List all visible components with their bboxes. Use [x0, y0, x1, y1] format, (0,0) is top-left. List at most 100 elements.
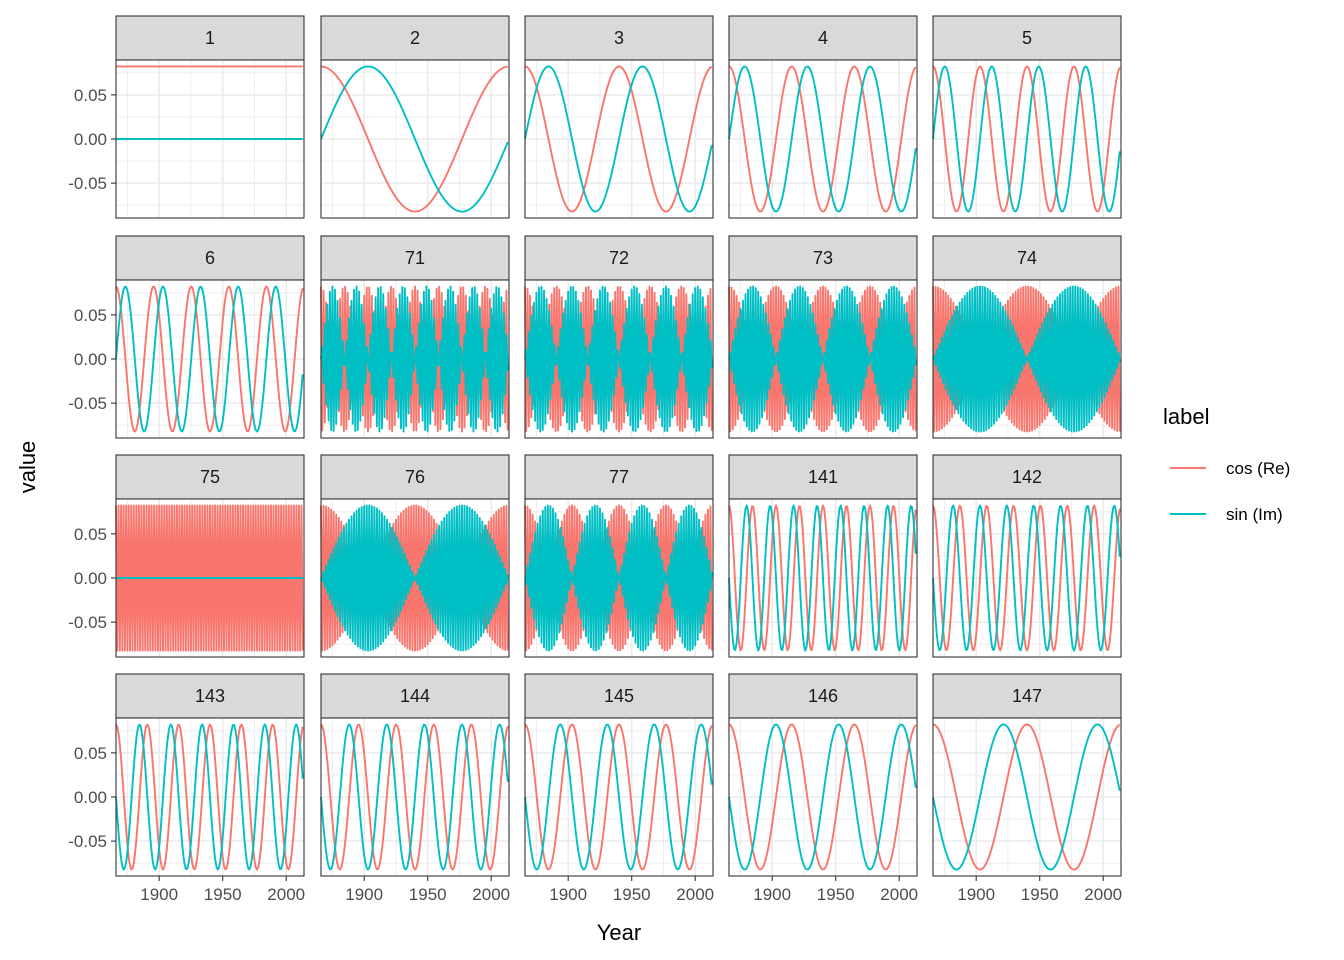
series-line-sin-im [524, 65, 713, 213]
legend-entries: cos (Re) sin (Im) [1170, 459, 1290, 524]
y-tick-label: -0.05 [68, 613, 107, 632]
facet-strip-label: 77 [609, 467, 629, 487]
facet-strip [728, 673, 918, 719]
series-line-sin-im [524, 504, 713, 652]
series-line-cos-re [728, 504, 917, 652]
x-tick-label: 1950 [1021, 885, 1059, 904]
facet-strip-label: 4 [818, 28, 828, 48]
facet-strip-label: 75 [200, 467, 220, 487]
series-line-cos-re [932, 504, 1121, 652]
facet-strip [932, 15, 1122, 61]
x-tick-label: 1900 [957, 885, 995, 904]
series-line-sin-im [728, 285, 917, 433]
facet-strip-label: 74 [1017, 248, 1037, 268]
facet-strip [320, 235, 510, 281]
series-line-cos-re [524, 723, 713, 871]
facet-strip-label: 147 [1012, 686, 1042, 706]
series-line-cos-re [524, 65, 713, 213]
facet-strip [932, 235, 1122, 281]
facet-strip [115, 15, 305, 61]
series-line-sin-im [320, 504, 509, 652]
facet-strip [524, 454, 714, 500]
facet-strip-label: 72 [609, 248, 629, 268]
facet-strip-label: 141 [808, 467, 838, 487]
facet-panels: 1 -0.05 0.00 0.05 2 3 4 5 6 -0.05 0.00 0.05 71 72 73 74… [68, 15, 1122, 904]
panel-border [524, 279, 714, 439]
series-line-sin-im [115, 723, 304, 871]
facet-panel-77: 77 [524, 454, 714, 658]
facet-panel-146: 146 1900 1950 2000 [728, 673, 918, 904]
facet-panel-147: 147 1900 1950 2000 [932, 673, 1122, 904]
series-line-sin-im [320, 65, 509, 213]
legend-entry: cos (Re) [1170, 459, 1290, 478]
series-line-sin-im [728, 504, 917, 652]
facet-strip [932, 454, 1122, 500]
facet-panel-3: 3 [524, 15, 714, 219]
panel-border [728, 717, 918, 877]
x-axis-title: Year [597, 920, 641, 945]
facet-strip-label: 142 [1012, 467, 1042, 487]
y-tick-label: -0.05 [68, 832, 107, 851]
y-axis-title: value [15, 441, 40, 494]
y-tick-label: 0.05 [74, 525, 107, 544]
facet-panel-5: 5 [932, 15, 1122, 219]
y-tick-label: 0.05 [74, 744, 107, 763]
series-line-cos-re [115, 723, 304, 871]
y-tick-label: -0.05 [68, 174, 107, 193]
x-tick-label: 1950 [817, 885, 855, 904]
facet-strip-label: 143 [195, 686, 225, 706]
panel-border [320, 59, 510, 219]
facet-panel-6: 6 -0.05 0.00 0.05 [68, 235, 305, 439]
series-line-cos-re [932, 65, 1121, 213]
facet-strip-label: 76 [405, 467, 425, 487]
facet-panel-141: 141 [728, 454, 918, 658]
facet-strip [320, 673, 510, 719]
facet-panel-76: 76 [320, 454, 510, 658]
series-line-sin-im [320, 285, 509, 433]
facet-strip-label: 2 [410, 28, 420, 48]
facet-panel-4: 4 [728, 15, 918, 219]
facet-panel-144: 144 1900 1950 2000 [320, 673, 510, 904]
series-line-cos-re [115, 285, 304, 433]
facet-strip-label: 6 [205, 248, 215, 268]
panel-border [524, 717, 714, 877]
series-line-cos-re [728, 65, 917, 213]
facet-strip-label: 73 [813, 248, 833, 268]
y-tick-label: 0.05 [74, 306, 107, 325]
y-tick-label: 0.00 [74, 569, 107, 588]
panel-border [320, 498, 510, 658]
panel-grid [321, 60, 509, 218]
panel-border [932, 498, 1122, 658]
series-line-sin-im [728, 723, 917, 871]
x-tick-label: 2000 [880, 885, 918, 904]
x-tick-label: 2000 [1084, 885, 1122, 904]
facet-strip [115, 673, 305, 719]
facet-strip-label: 146 [808, 686, 838, 706]
panel-border [932, 717, 1122, 877]
facet-strip-label: 144 [400, 686, 430, 706]
facet-panel-72: 72 [524, 235, 714, 439]
facet-strip [524, 15, 714, 61]
series-line-sin-im [728, 65, 917, 213]
facet-panel-75: 75 -0.05 0.00 0.05 [68, 454, 305, 658]
facet-panel-142: 142 [932, 454, 1122, 658]
facet-strip [524, 673, 714, 719]
series-line-sin-im [524, 285, 713, 433]
panel-grid [525, 60, 713, 218]
legend-label: cos (Re) [1226, 459, 1290, 478]
facet-panel-74: 74 [932, 235, 1122, 439]
x-tick-label: 1950 [204, 885, 242, 904]
facet-panel-1: 1 -0.05 0.00 0.05 [68, 15, 305, 219]
series-line-sin-im [932, 285, 1121, 433]
panel-border [320, 717, 510, 877]
panel-border [728, 59, 918, 219]
facet-strip-label: 1 [205, 28, 215, 48]
legend: label cos (Re) sin (Im) [1163, 404, 1290, 524]
x-tick-label: 1950 [409, 885, 447, 904]
series-line-sin-im [115, 285, 304, 433]
y-tick-label: 0.00 [74, 788, 107, 807]
facet-strip [524, 235, 714, 281]
panel-border [728, 498, 918, 658]
x-tick-label: 1900 [549, 885, 587, 904]
